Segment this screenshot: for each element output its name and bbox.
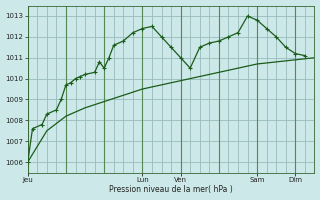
X-axis label: Pression niveau de la mer( hPa ): Pression niveau de la mer( hPa ) bbox=[109, 185, 233, 194]
